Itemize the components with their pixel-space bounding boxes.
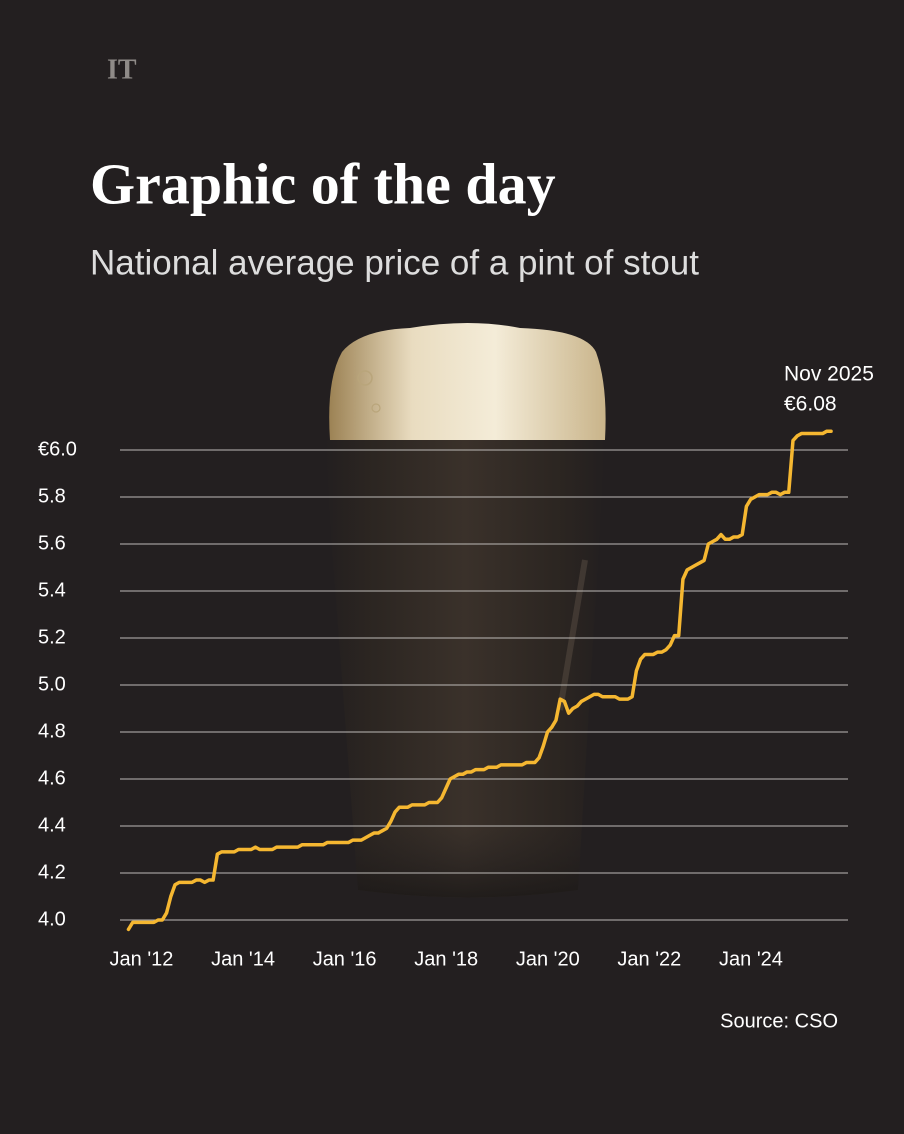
y-tick-label: 4.8 — [38, 720, 66, 742]
y-tick-label: 4.2 — [38, 861, 66, 883]
y-tick-label: 5.8 — [38, 485, 66, 507]
x-tick-label: Jan '12 — [110, 948, 174, 970]
pint-glass — [325, 323, 606, 898]
x-tick-label: Jan '16 — [313, 948, 377, 970]
y-tick-label: 4.6 — [38, 767, 66, 789]
y-tick-label: 5.2 — [38, 626, 66, 648]
x-tick-label: Jan '22 — [617, 948, 681, 970]
price-line — [126, 429, 833, 932]
y-tick-label: 4.4 — [38, 814, 66, 836]
y-tick-label: 5.0 — [38, 673, 66, 695]
x-tick-label: Jan '18 — [414, 948, 478, 970]
chart-title: Graphic of the day — [90, 151, 556, 216]
brand-logo: IT — [107, 54, 137, 85]
x-tick-label: Jan '24 — [719, 948, 783, 970]
y-tick-label: 4.0 — [38, 908, 66, 930]
y-tick-label: 5.4 — [38, 579, 66, 601]
annotation: Nov 2025 — [784, 363, 874, 386]
chart-subtitle: National average price of a pint of stou… — [90, 243, 699, 282]
x-tick-label: Jan '14 — [211, 948, 275, 970]
y-tick-label: €6.0 — [38, 438, 77, 460]
y-tick-label: 5.6 — [38, 532, 66, 554]
source-note: Source: CSO — [720, 1010, 838, 1032]
annotation: €6.08 — [784, 393, 837, 416]
x-tick-label: Jan '20 — [516, 948, 580, 970]
